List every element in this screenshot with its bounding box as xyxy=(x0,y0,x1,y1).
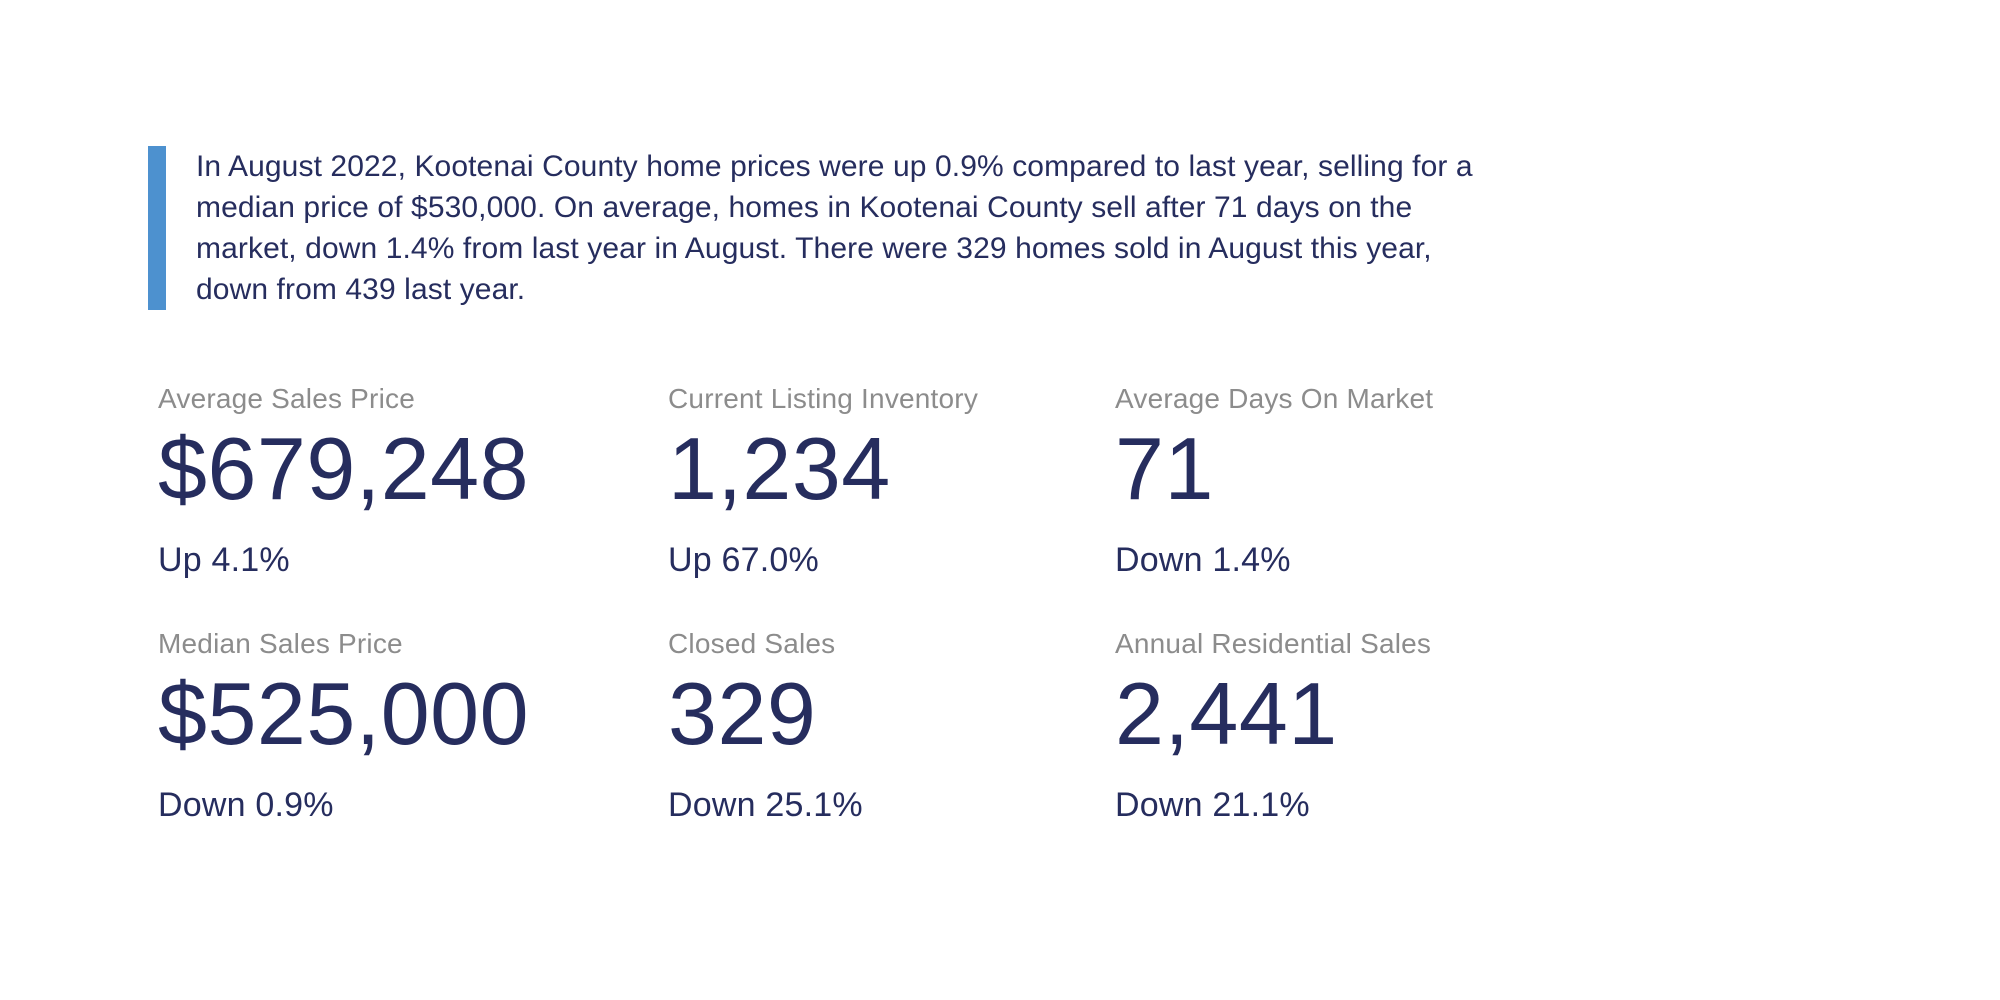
stat-card-median-sales-price: Median Sales Price $525,000 Down 0.9% xyxy=(158,627,668,825)
stat-value: 1,234 xyxy=(668,419,891,518)
stat-change: Up 4.1% xyxy=(158,541,290,579)
stat-change: Down 21.1% xyxy=(1115,786,1310,824)
stat-label: Annual Residential Sales xyxy=(1115,628,1432,659)
market-summary-quote: In August 2022, Kootenai County home pri… xyxy=(148,146,1481,310)
stat-value: 2,441 xyxy=(1115,664,1338,763)
market-summary-text: In August 2022, Kootenai County home pri… xyxy=(196,150,1473,306)
stat-value: 329 xyxy=(668,664,817,763)
stat-card-current-listing-inventory: Current Listing Inventory 1,234 Up 67.0% xyxy=(668,382,1115,580)
stat-change: Up 67.0% xyxy=(668,541,819,579)
stat-label: Closed Sales xyxy=(668,628,836,659)
stat-card-average-days-on-market: Average Days On Market 71 Down 1.4% xyxy=(1115,382,1545,580)
quote-accent-bar xyxy=(148,146,166,310)
stat-change: Down 1.4% xyxy=(1115,541,1291,579)
stat-value: 71 xyxy=(1115,419,1214,518)
stat-label: Average Sales Price xyxy=(158,383,415,414)
market-stats-grid: Average Sales Price $679,248 Up 4.1% Cur… xyxy=(158,382,1545,825)
stat-label: Current Listing Inventory xyxy=(668,383,979,414)
stat-card-annual-residential-sales: Annual Residential Sales 2,441 Down 21.1… xyxy=(1115,627,1545,825)
stat-change: Down 0.9% xyxy=(158,786,334,824)
stat-card-average-sales-price: Average Sales Price $679,248 Up 4.1% xyxy=(158,382,668,580)
stat-change: Down 25.1% xyxy=(668,786,863,824)
stat-label: Average Days On Market xyxy=(1115,383,1434,414)
stat-label: Median Sales Price xyxy=(158,628,403,659)
stat-value: $525,000 xyxy=(158,664,530,763)
stat-card-closed-sales: Closed Sales 329 Down 25.1% xyxy=(668,627,1115,825)
stat-value: $679,248 xyxy=(158,419,530,518)
